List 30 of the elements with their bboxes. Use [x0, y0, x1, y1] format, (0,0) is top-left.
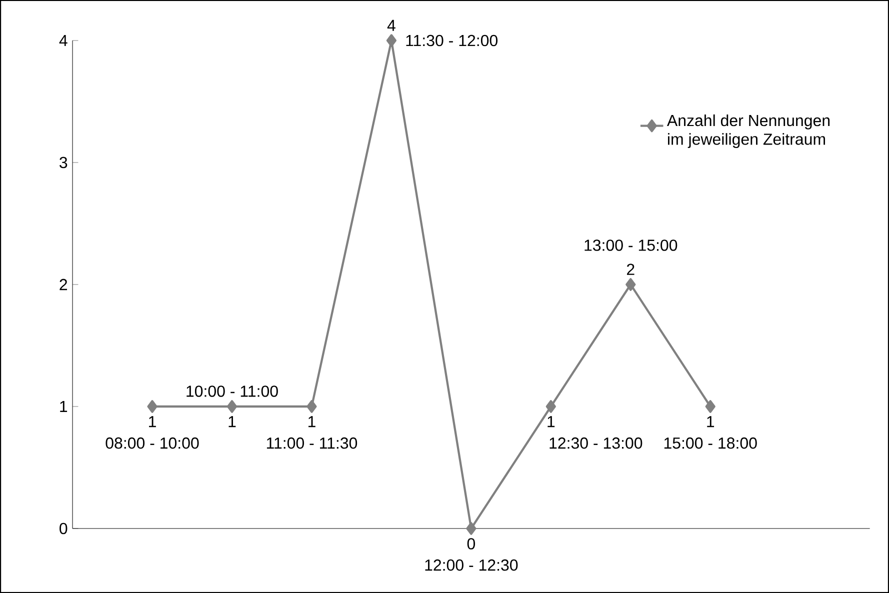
- point: [147, 400, 158, 413]
- data-label: 1: [149, 416, 156, 428]
- y-tick-label: 4: [59, 35, 68, 46]
- point: [466, 522, 476, 535]
- annotation: 08:00 - 10:00: [106, 437, 199, 449]
- data-label: 1: [228, 416, 236, 428]
- annotation: 12:30 - 13:00: [550, 437, 642, 449]
- annotation: 13:00 - 15:00: [584, 240, 678, 251]
- y-tick-label: 3: [60, 156, 68, 168]
- data-label: 2: [626, 264, 634, 275]
- data-label: 1: [548, 416, 555, 428]
- y-tick-label: 2: [60, 278, 68, 290]
- point: [705, 400, 716, 413]
- point: [226, 400, 238, 413]
- data-label: 1: [707, 416, 714, 428]
- point: [306, 400, 317, 413]
- point: [626, 278, 636, 291]
- data-label: 1: [308, 416, 316, 428]
- data-label: 4: [387, 20, 396, 31]
- y-tick-label: 0: [60, 522, 68, 534]
- annotation: 15:00 - 18:00: [664, 437, 757, 449]
- point: [386, 34, 397, 47]
- point: [546, 400, 556, 413]
- text: 12:00 - 12:30: [425, 559, 518, 571]
- annotation: 10:00 - 11:00: [186, 386, 278, 397]
- annotation: 11:00 - 11:30: [266, 437, 358, 449]
- data-label: 0: [467, 538, 476, 550]
- legend-label: Anzahl der Nennungen im jeweiligen Zeitraum: [666, 114, 830, 148]
- y-tick-label: 1: [60, 401, 68, 412]
- annotation: 11:30 - 12:00: [406, 34, 498, 46]
